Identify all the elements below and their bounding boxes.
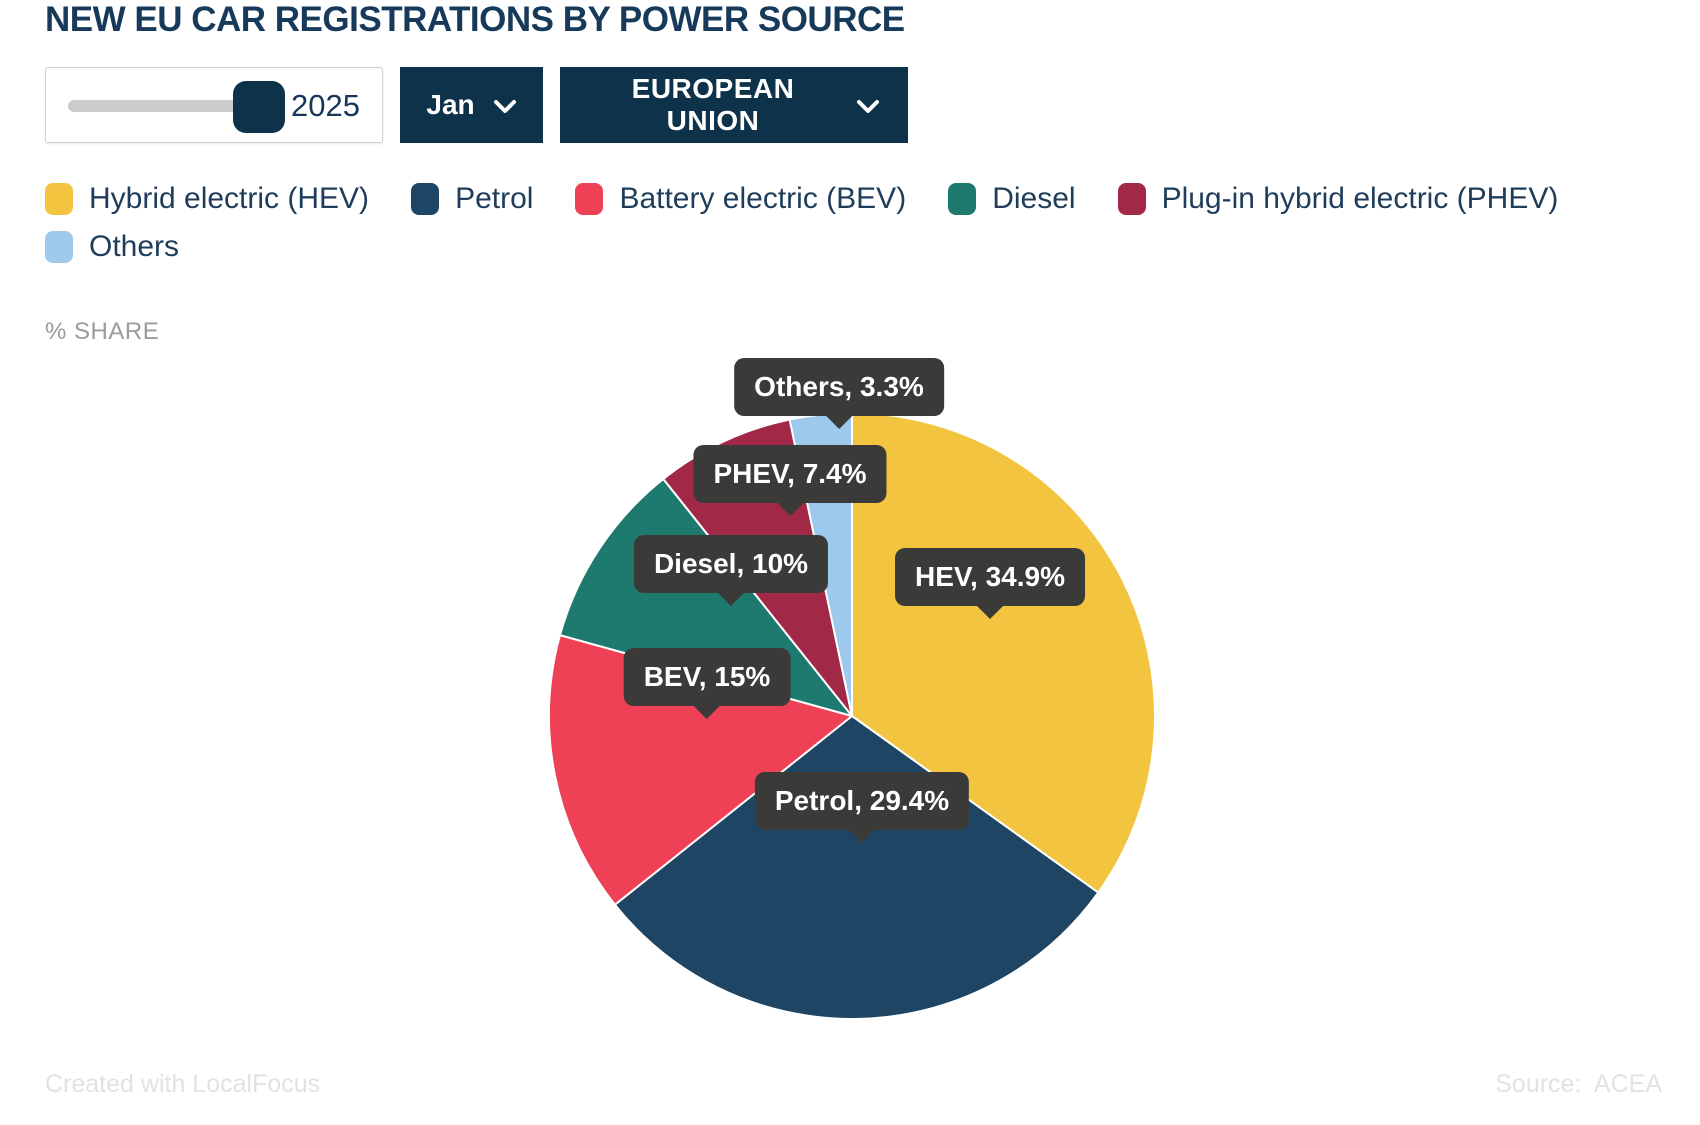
region-dropdown[interactable]: EUROPEAN UNION	[560, 67, 908, 143]
month-dropdown[interactable]: Jan	[400, 67, 543, 143]
legend-item-plug-in-hybrid-electric-phev[interactable]: Plug-in hybrid electric (PHEV)	[1117, 182, 1559, 216]
legend-color-swatch	[411, 183, 440, 215]
year-slider[interactable]: 2025	[45, 67, 383, 143]
slice-tooltip-text: Diesel, 10%	[653, 548, 809, 579]
year-slider-track[interactable]	[68, 100, 240, 112]
region-dropdown-value: EUROPEAN UNION	[631, 73, 795, 136]
legend-item-hybrid-electric-hev[interactable]: Hybrid electric (HEV)	[45, 182, 369, 216]
slice-tooltip-bev: BEV, 15%	[623, 648, 791, 706]
slice-tooltip-phev: PHEV, 7.4%	[693, 445, 887, 503]
legend-color-swatch	[45, 183, 73, 215]
chevron-down-icon	[493, 89, 517, 121]
legend-item-label: Battery electric (BEV)	[619, 182, 907, 215]
pie-slice-hev[interactable]	[851, 412, 1157, 894]
legend-color-swatch	[1117, 183, 1146, 215]
credit-text: Created with LocalFocus	[45, 1070, 321, 1098]
legend: Hybrid electric (HEV) Petrol Battery ele…	[45, 182, 1605, 264]
month-dropdown-value: Jan	[426, 89, 475, 120]
slice-tooltip-text: HEV, 34.9%	[915, 561, 1065, 592]
slice-tooltip-hev: HEV, 34.9%	[895, 548, 1085, 606]
slice-tooltip-others: Others, 3.3%	[734, 358, 944, 416]
chevron-down-icon	[856, 89, 880, 121]
legend-color-swatch	[948, 183, 977, 215]
legend-color-swatch	[45, 231, 73, 263]
slice-tooltip-text: PHEV, 7.4%	[713, 458, 867, 489]
slice-tooltip-text: Petrol, 29.4%	[774, 785, 950, 816]
source-text: Source: ACEA	[1495, 1070, 1662, 1098]
slice-tooltip-text: BEV, 15%	[643, 661, 771, 692]
axis-unit-label: % SHARE	[45, 318, 160, 345]
year-slider-thumb[interactable]	[233, 81, 285, 133]
pie-slice-petrol[interactable]	[613, 715, 1100, 1020]
slice-tooltip-petrol: Petrol, 29.4%	[754, 772, 970, 830]
year-slider-value: 2025	[291, 88, 360, 123]
legend-item-petrol[interactable]: Petrol	[411, 182, 533, 216]
legend-item-diesel[interactable]: Diesel	[948, 182, 1076, 216]
legend-item-others[interactable]: Others	[45, 230, 179, 264]
slice-tooltip-diesel: Diesel, 10%	[633, 535, 829, 593]
page-title: NEW EU CAR REGISTRATIONS BY POWER SOURCE	[45, 0, 905, 39]
legend-item-label: Diesel	[992, 182, 1076, 215]
legend-item-label: Petrol	[455, 182, 534, 215]
slice-tooltip-text: Others, 3.3%	[754, 371, 924, 402]
legend-item-label: Others	[89, 230, 180, 263]
legend-item-label: Hybrid electric (HEV)	[89, 182, 370, 215]
legend-color-swatch	[575, 183, 604, 215]
legend-item-label: Plug-in hybrid electric (PHEV)	[1161, 182, 1559, 215]
controls-row: 2025 Jan EUROPEAN UNION	[45, 67, 908, 143]
legend-item-battery-electric-bev[interactable]: Battery electric (BEV)	[575, 182, 906, 216]
